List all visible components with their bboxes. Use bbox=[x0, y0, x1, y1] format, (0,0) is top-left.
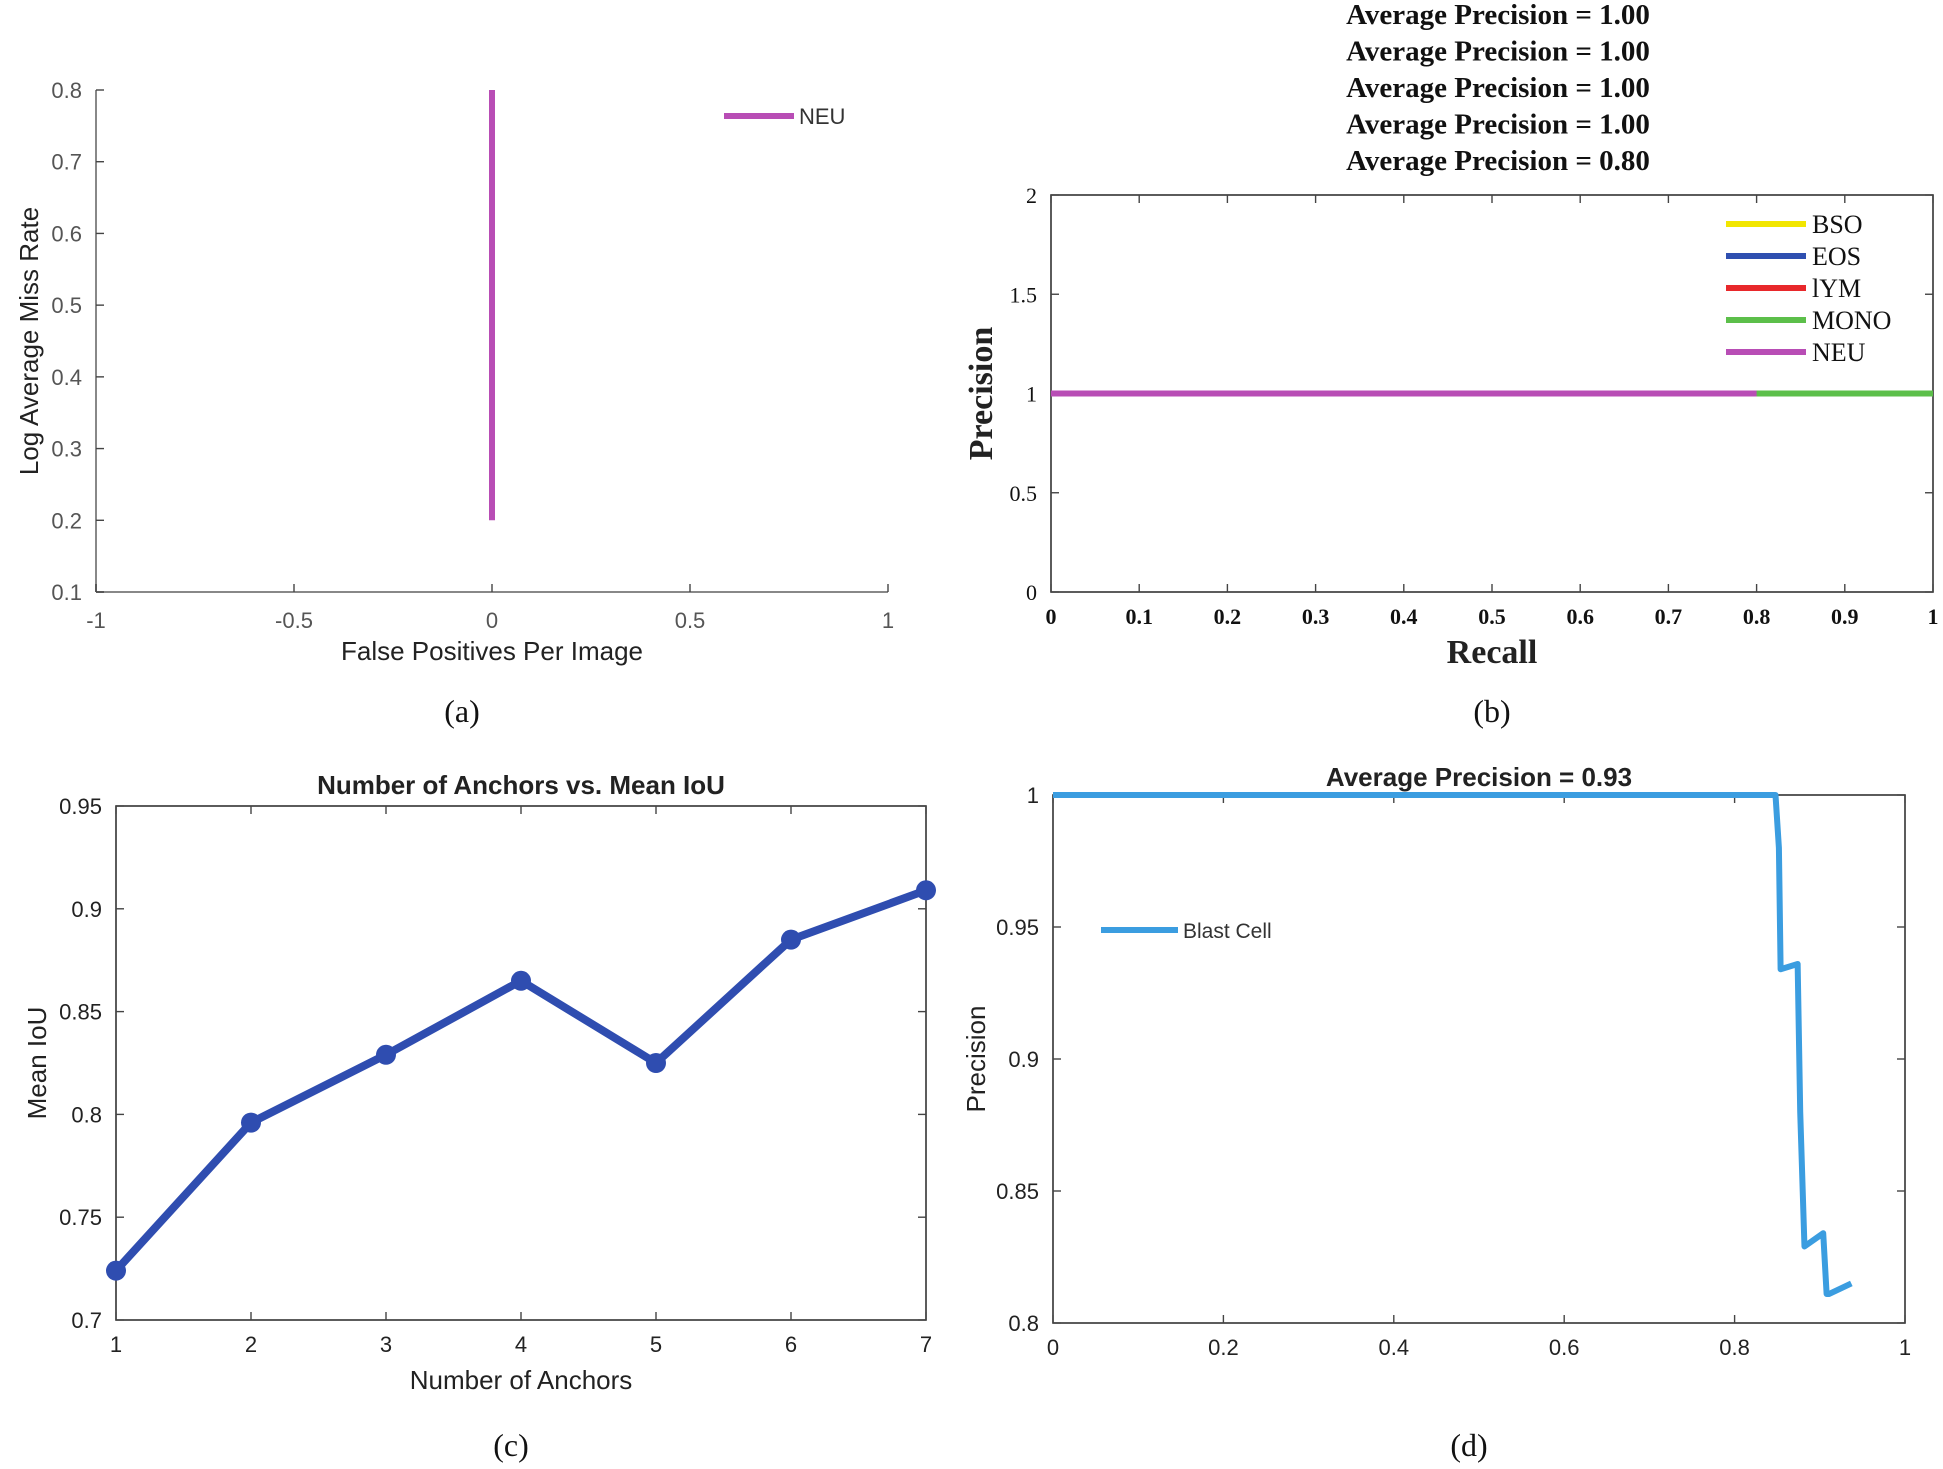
y-tick-label: 0.7 bbox=[51, 150, 82, 175]
panel-label: (b) bbox=[1473, 693, 1510, 729]
chart-title-line: Average Precision = 1.00 bbox=[1346, 0, 1650, 31]
legend-label: NEU bbox=[799, 104, 845, 129]
series-line-blast-cell bbox=[1053, 792, 1853, 1297]
x-tick-label: 0.4 bbox=[1390, 604, 1418, 629]
y-tick-label: 0.95 bbox=[996, 915, 1039, 940]
x-tick-label: 1 bbox=[110, 1332, 122, 1357]
chart-d: 0 0.2 0.4 0.6 0.8 1 0.8 0.85 0.9 0.95 1 Precision Av… bbox=[961, 762, 1911, 1463]
panel-label: (d) bbox=[1450, 1427, 1487, 1463]
x-tick-label: 2 bbox=[245, 1332, 257, 1357]
x-tick-label: -1 bbox=[86, 608, 106, 633]
y-tick-label: 0.1 bbox=[51, 580, 82, 605]
chart-title-line: Average Precision = 1.00 bbox=[1346, 72, 1650, 104]
x-tick-label: 0.2 bbox=[1208, 1335, 1239, 1360]
x-tick-label: 0.5 bbox=[675, 608, 706, 633]
x-tick-label: 1 bbox=[882, 608, 894, 633]
y-axis-label: Mean IoU bbox=[22, 1007, 52, 1120]
x-tick-label: 0.6 bbox=[1566, 604, 1594, 629]
y-tick-label: 0.8 bbox=[1008, 1311, 1039, 1336]
x-axis-label: Recall bbox=[1447, 634, 1538, 671]
x-tick-label: 0 bbox=[486, 608, 498, 633]
data-point bbox=[376, 1044, 396, 1065]
legend-label: EOS bbox=[1812, 242, 1861, 271]
x-tick-label: 1 bbox=[1928, 604, 1939, 629]
chart-title: Number of Anchors vs. Mean IoU bbox=[317, 770, 725, 800]
x-tick-label: 0 bbox=[1047, 1335, 1059, 1360]
y-tick-label: 0.95 bbox=[59, 794, 102, 819]
chart-c: 1 2 3 4 5 6 7 0.7 0.75 0.8 0.85 0.9 0.95 Number of An… bbox=[22, 770, 936, 1463]
y-axis-label: Log Average Miss Rate bbox=[14, 207, 44, 475]
legend-label: BSO bbox=[1812, 210, 1863, 239]
x-tick-label: 0.1 bbox=[1125, 604, 1153, 629]
chart-b: 0 0.1 0.2 0.3 0.4 0.5 0.6 0.7 0.8 0.9 1 0 0.5 1 1.5 2 Re… bbox=[963, 0, 1939, 729]
y-axis-label: Precision bbox=[963, 327, 1000, 461]
x-axis-label: Number of Anchors bbox=[410, 1365, 633, 1395]
y-tick-label: 0.4 bbox=[51, 365, 82, 390]
panel-label: (a) bbox=[444, 693, 480, 729]
x-tick-label: 0 bbox=[1046, 604, 1057, 629]
x-tick-label: 7 bbox=[920, 1332, 932, 1357]
legend-label: Blast Cell bbox=[1183, 920, 1272, 943]
x-tick-label: 3 bbox=[380, 1332, 392, 1357]
y-tick-label: 0.8 bbox=[51, 78, 82, 103]
y-tick-label: 0.75 bbox=[59, 1205, 102, 1230]
x-tick-label: 0.2 bbox=[1214, 604, 1242, 629]
y-tick-label: 0.7 bbox=[71, 1308, 102, 1333]
panel-label: (c) bbox=[493, 1427, 529, 1463]
y-tick-label: 0.85 bbox=[996, 1179, 1039, 1204]
series-line-mean-iou bbox=[113, 886, 928, 1274]
x-tick-label: 0.3 bbox=[1302, 604, 1330, 629]
x-tick-label: 1 bbox=[1899, 1335, 1911, 1360]
chart-a: -1 -0.5 0 0.5 1 0.1 0.2 0.3 0.4 0.5 0.6 0.7 0.8 False… bbox=[14, 78, 894, 729]
x-tick-label: 4 bbox=[515, 1332, 527, 1357]
y-tick-label: 0.8 bbox=[71, 1102, 102, 1127]
y-tick-label: 1 bbox=[1026, 382, 1037, 407]
y-tick-label: 0.2 bbox=[51, 508, 82, 533]
y-tick-label: 0.6 bbox=[51, 221, 82, 246]
x-tick-label: 0.7 bbox=[1655, 604, 1683, 629]
y-tick-label: 0.5 bbox=[1010, 481, 1038, 506]
y-axis-label: Precision bbox=[961, 1006, 991, 1113]
data-point bbox=[646, 1053, 666, 1073]
x-tick-label: 0.5 bbox=[1478, 604, 1506, 629]
y-tick-label: 0 bbox=[1026, 580, 1037, 605]
x-axis-label: False Positives Per Image bbox=[341, 636, 643, 666]
legend-label: NEU bbox=[1812, 338, 1866, 367]
x-tick-label: 0.4 bbox=[1379, 1335, 1410, 1360]
y-tick-label: 0.9 bbox=[71, 897, 102, 922]
y-tick-label: 0.5 bbox=[51, 293, 82, 318]
x-tick-label: 0.8 bbox=[1719, 1335, 1750, 1360]
data-point bbox=[106, 1260, 126, 1281]
plot-frame bbox=[115, 805, 927, 1321]
y-tick-label: 0.85 bbox=[59, 1000, 102, 1025]
y-tick-label: 1 bbox=[1027, 783, 1039, 808]
data-point bbox=[781, 929, 801, 950]
data-point bbox=[241, 1112, 261, 1133]
data-point bbox=[511, 970, 531, 991]
x-tick-label: 0.6 bbox=[1549, 1335, 1580, 1360]
y-tick-label: 0.3 bbox=[51, 437, 82, 462]
x-tick-label: 0.9 bbox=[1831, 604, 1859, 629]
x-tick-label: 5 bbox=[650, 1332, 662, 1357]
data-point bbox=[916, 880, 936, 901]
legend-label: lYM bbox=[1812, 274, 1861, 303]
y-tick-label: 1.5 bbox=[1010, 282, 1038, 307]
legend-label: MONO bbox=[1812, 306, 1891, 335]
chart-title-line: Average Precision = 1.00 bbox=[1346, 109, 1650, 141]
chart-title-line: Average Precision = 0.80 bbox=[1346, 145, 1650, 177]
chart-title: Average Precision = 0.93 bbox=[1326, 762, 1632, 792]
x-tick-label: 6 bbox=[785, 1332, 797, 1357]
chart-title-line: Average Precision = 1.00 bbox=[1346, 36, 1650, 68]
y-tick-label: 0.9 bbox=[1008, 1047, 1039, 1072]
y-tick-label: 2 bbox=[1026, 183, 1037, 208]
x-tick-label: 0.8 bbox=[1743, 604, 1771, 629]
x-tick-label: -0.5 bbox=[275, 608, 313, 633]
